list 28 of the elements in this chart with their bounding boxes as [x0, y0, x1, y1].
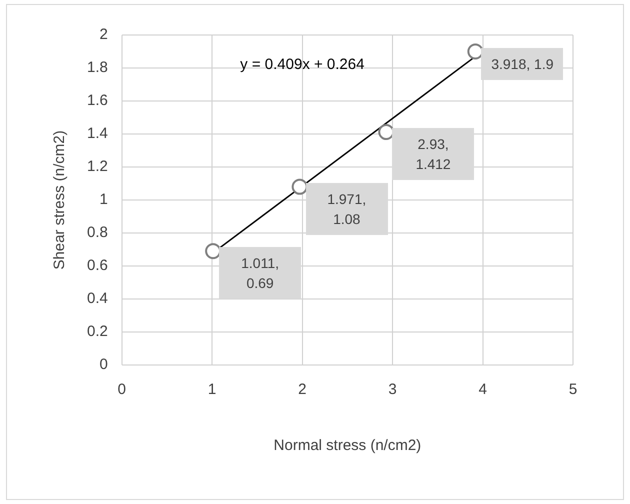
x-tick-label: 1 — [208, 381, 216, 398]
y-tick-label: 0.8 — [86, 224, 108, 242]
y-tick-label: 0.2 — [86, 323, 108, 340]
x-axis-title: Normal stress (n/cm2) — [274, 437, 422, 454]
x-tick-label: 3 — [388, 381, 397, 398]
y-tick-label: 0.4 — [86, 290, 108, 308]
point — [292, 178, 308, 195]
point — [205, 243, 222, 260]
callout-box: 3.918, 1.9 — [481, 48, 564, 80]
y-tick-label: 1.6 — [86, 92, 108, 110]
callout-box: 1.011, 0.69 — [219, 247, 302, 300]
y-tick-label: 1 — [100, 191, 108, 208]
annotation: y = 0.409x + 0.264 — [240, 56, 364, 74]
x-tick-label: 0 — [118, 381, 126, 398]
y-tick-label: 2 — [100, 26, 108, 44]
point — [378, 124, 394, 140]
x-tick-label: 5 — [568, 381, 578, 398]
y-tick-label: 0.6 — [86, 257, 108, 274]
point — [467, 44, 484, 60]
x-tick-label: 2 — [298, 381, 306, 398]
callout-box: 2.93, 1.412 — [392, 128, 474, 180]
y-tick-label: 1.4 — [86, 125, 108, 142]
y-tick-label: 1.2 — [86, 158, 108, 176]
y-tick-label: 1.8 — [86, 59, 108, 76]
callout-box: 1.971, 1.08 — [306, 182, 388, 235]
y-axis-title: Shear stress (n/cm2) — [51, 130, 68, 270]
x-tick-label: 4 — [478, 381, 487, 398]
y-tick-label: 0 — [100, 356, 108, 374]
